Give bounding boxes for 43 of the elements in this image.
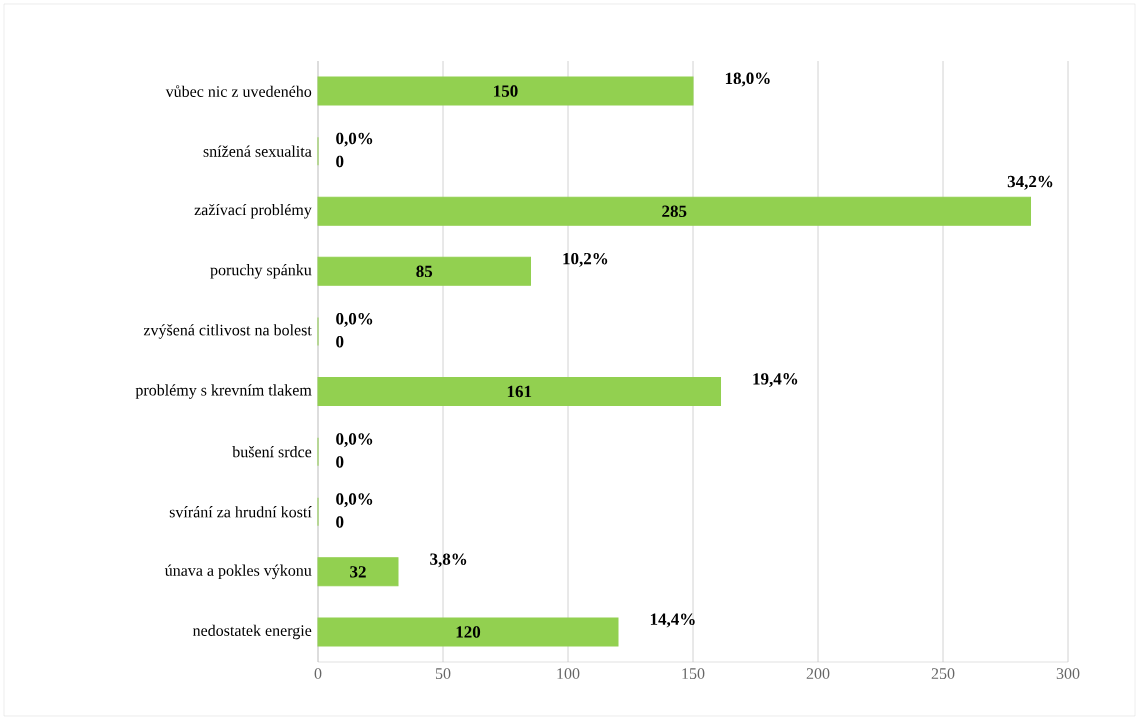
y-tick-label: únava a pokles výkonu	[164, 564, 312, 580]
annotation: 18,0%	[725, 72, 770, 87]
y-tick-label: snížená sexualita	[203, 145, 312, 157]
y-tick-label: poruchy spánku	[210, 264, 312, 279]
annotation: 34,2%	[1007, 175, 1053, 190]
data-label: 0	[336, 335, 344, 348]
bar	[317, 557, 399, 587]
bar	[317, 256, 532, 286]
y-tick-label: nedostatek energie	[192, 624, 312, 640]
data-label: 150	[494, 85, 518, 97]
x-tick-label: 150	[682, 668, 705, 680]
data-label: 285	[662, 205, 687, 217]
bar	[317, 377, 722, 407]
bar	[317, 76, 694, 106]
annotation: 14,4%	[650, 613, 695, 628]
data-label: 85	[416, 265, 433, 278]
y-tick-label: problémy s krevním tlakem	[135, 384, 312, 399]
x-tick-label: 0	[314, 668, 322, 680]
annotation: 0,0%	[336, 433, 373, 448]
data-label: 0	[336, 516, 344, 528]
bar	[317, 617, 619, 647]
annotation: 0,0%	[336, 132, 373, 147]
annotation: 3,8%	[430, 553, 467, 568]
x-tick-label: 250	[931, 668, 955, 680]
x-tick-label: 100	[557, 668, 580, 680]
annotation: 0,0%	[336, 312, 373, 327]
y-tick-label: zvýšená citlivost na bolest	[143, 324, 312, 339]
data-label: 120	[456, 626, 481, 638]
data-label: 32	[350, 566, 366, 578]
x-tick-label: 300	[1056, 668, 1080, 680]
bar	[317, 196, 1032, 226]
x-tick-label: 50	[435, 668, 451, 680]
y-tick-label: svírání za hrudní kostí	[169, 506, 312, 518]
data-label: 0	[336, 155, 344, 168]
annotation: 0,0%	[336, 493, 373, 508]
data-label: 161	[507, 385, 532, 398]
y-tick-label: bušení srdce	[232, 446, 312, 458]
annotation: 10,2%	[563, 252, 608, 267]
x-tick-label: 200	[806, 668, 830, 680]
y-tick-label: vůbec nic z uvedeného	[165, 85, 312, 97]
y-tick-label: zažívací problémy	[194, 203, 312, 219]
annotation: 19,4%	[753, 373, 798, 388]
data-label: 0	[336, 456, 344, 468]
